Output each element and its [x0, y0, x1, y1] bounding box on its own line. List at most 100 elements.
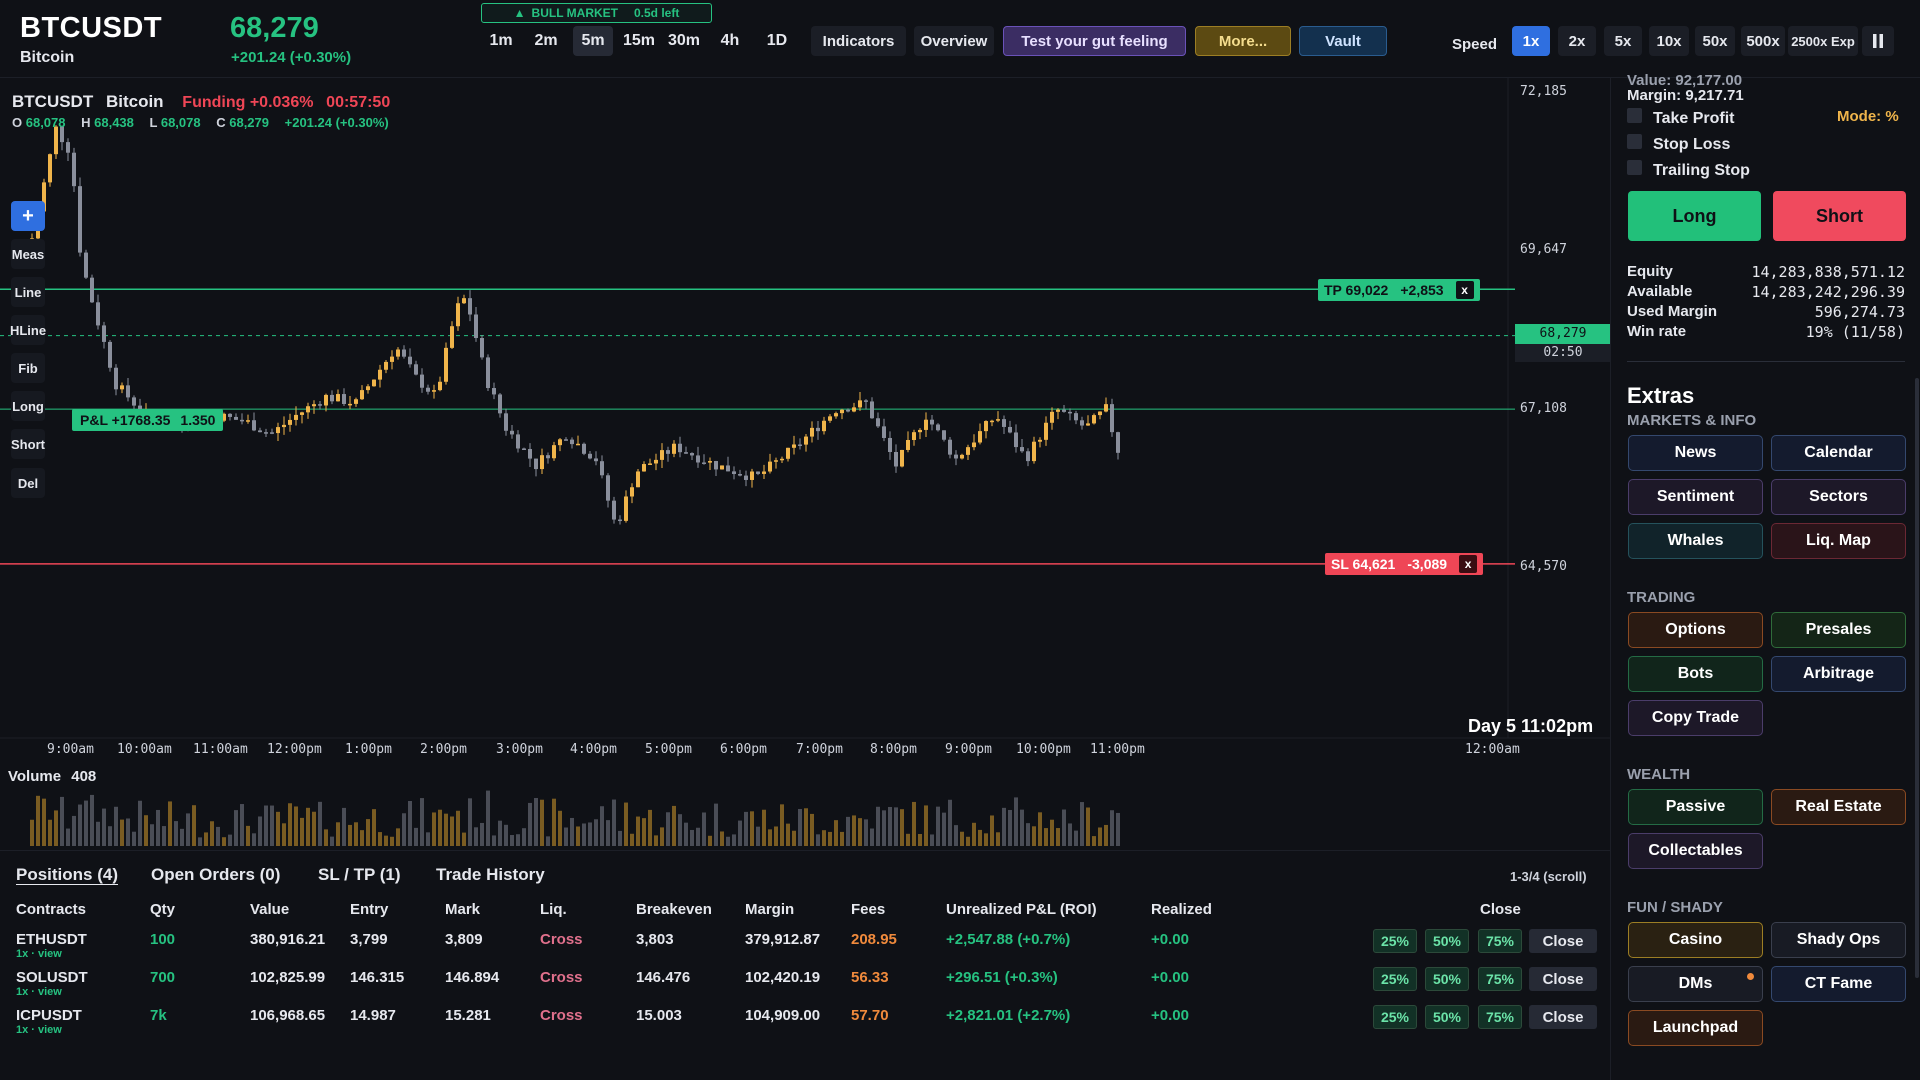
contract-cell: ETHUSDT	[16, 931, 87, 948]
whales-button[interactable]: Whales	[1628, 523, 1763, 559]
volume-bar	[846, 816, 850, 846]
tool-delete[interactable]: Del	[11, 468, 45, 498]
close-50-percent-button[interactable]: 50%	[1425, 1005, 1469, 1029]
timeframe-1m[interactable]: 1m	[489, 32, 513, 49]
volume-bar	[108, 826, 112, 846]
close-75-percent-button[interactable]: 75%	[1478, 967, 1522, 991]
leverage-view-link[interactable]: 1x · view	[16, 1024, 62, 1036]
long-button[interactable]: Long	[1628, 191, 1761, 241]
candle	[990, 420, 994, 423]
ct-fame-button[interactable]: CT Fame	[1771, 966, 1906, 1002]
stop-loss-checkbox[interactable]	[1627, 134, 1642, 149]
tool-measure[interactable]: Meas	[11, 239, 45, 269]
bots-button[interactable]: Bots	[1628, 656, 1763, 692]
add-tool-button[interactable]: +	[11, 201, 45, 231]
close-25-percent-button[interactable]: 25%	[1373, 929, 1417, 953]
presales-button[interactable]: Presales	[1771, 612, 1906, 648]
speed-2500x[interactable]: 2500x Exp	[1788, 26, 1858, 56]
candle	[552, 445, 556, 459]
gut-feeling-button[interactable]: Test your gut feeling	[1003, 26, 1186, 56]
available-label: Available	[1627, 283, 1693, 300]
copy-trade-button[interactable]: Copy Trade	[1628, 700, 1763, 736]
sectors-button[interactable]: Sectors	[1771, 479, 1906, 515]
close-25-percent-button[interactable]: 25%	[1373, 1005, 1417, 1029]
realized-cell: +0.00	[1151, 931, 1189, 948]
timeframe-4h[interactable]: 4h	[720, 32, 740, 49]
speed-50x[interactable]: 50x	[1695, 26, 1735, 56]
more-button[interactable]: More...	[1195, 26, 1291, 56]
volume-bar	[840, 831, 844, 846]
scroll-info: 1-3/4 (scroll)	[1510, 869, 1587, 884]
close-25-percent-button[interactable]: 25%	[1373, 967, 1417, 991]
passive-button[interactable]: Passive	[1628, 789, 1763, 825]
mode-toggle[interactable]: Mode: %	[1837, 108, 1899, 125]
volume-bar	[390, 836, 394, 846]
volume-bar	[984, 833, 988, 846]
candle	[1080, 420, 1084, 426]
tab-trade-history[interactable]: Trade History	[436, 865, 545, 884]
options-button[interactable]: Options	[1628, 612, 1763, 648]
close-50-percent-button[interactable]: 50%	[1425, 967, 1469, 991]
candle	[360, 390, 364, 400]
volume-bar	[462, 832, 466, 846]
close-75-percent-button[interactable]: 75%	[1478, 929, 1522, 953]
realized-cell: +0.00	[1151, 969, 1189, 986]
close-position-button[interactable]: Close	[1529, 967, 1597, 991]
speed-10x[interactable]: 10x	[1649, 26, 1689, 56]
timeframe-30m[interactable]: 30m	[667, 32, 701, 49]
speed-2x[interactable]: 2x	[1558, 26, 1596, 56]
tab-sl-tp[interactable]: SL / TP (1)	[318, 865, 401, 884]
vault-button[interactable]: Vault	[1299, 26, 1387, 56]
chart-canvas[interactable]	[0, 78, 1610, 848]
timeframe-1d[interactable]: 1D	[766, 32, 788, 49]
panel-scrollbar[interactable]	[1915, 378, 1919, 978]
take-profit-checkbox[interactable]	[1627, 108, 1642, 123]
remove-tp-icon[interactable]: x	[1455, 281, 1474, 299]
launchpad-button[interactable]: Launchpad	[1628, 1010, 1763, 1046]
sentiment-button[interactable]: Sentiment	[1628, 479, 1763, 515]
real-estate-button[interactable]: Real Estate	[1771, 789, 1906, 825]
indicators-button[interactable]: Indicators	[811, 26, 906, 56]
overview-button[interactable]: Overview	[914, 26, 994, 56]
col-realized: Realized	[1151, 901, 1212, 918]
speed-1x[interactable]: 1x	[1512, 26, 1550, 56]
stop-loss-flag[interactable]: SL 64,621 -3,089 x	[1325, 553, 1484, 575]
tool-short[interactable]: Short	[11, 429, 45, 459]
speed-500x[interactable]: 500x	[1741, 26, 1785, 56]
time-tick: 7:00pm	[796, 742, 843, 757]
close-position-button[interactable]: Close	[1529, 1005, 1597, 1029]
tab-open-orders[interactable]: Open Orders (0)	[151, 865, 281, 884]
tool-fib[interactable]: Fib	[11, 353, 45, 383]
tab-positions[interactable]: Positions (4)	[16, 865, 119, 884]
price-chart[interactable]: BTCUSDT Bitcoin Funding +0.036% 00:57:50…	[0, 78, 1611, 848]
close-50-percent-button[interactable]: 50%	[1425, 929, 1469, 953]
leverage-view-link[interactable]: 1x · view	[16, 948, 62, 960]
volume-bar	[882, 810, 886, 846]
casino-button[interactable]: Casino	[1628, 922, 1763, 958]
arbitrage-button[interactable]: Arbitrage	[1771, 656, 1906, 692]
take-profit-flag[interactable]: TP 69,022 +2,853 x	[1318, 279, 1480, 301]
shady-ops-button[interactable]: Shady Ops	[1771, 922, 1906, 958]
volume-bar	[696, 827, 700, 846]
timeframe-15m[interactable]: 15m	[622, 32, 656, 49]
news-button[interactable]: News	[1628, 435, 1763, 471]
speed-5x[interactable]: 5x	[1604, 26, 1642, 56]
tool-long[interactable]: Long	[11, 391, 45, 421]
dms-button[interactable]: DMs	[1628, 966, 1763, 1002]
tool-hline[interactable]: HLine	[10, 315, 46, 345]
timeframe-2m[interactable]: 2m	[534, 32, 558, 49]
collectables-button[interactable]: Collectables	[1628, 833, 1763, 869]
candle	[834, 413, 838, 417]
trailing-stop-checkbox[interactable]	[1627, 160, 1642, 175]
calendar-button[interactable]: Calendar	[1771, 435, 1906, 471]
liq-map-button[interactable]: Liq. Map	[1771, 523, 1906, 559]
candle	[312, 404, 316, 407]
remove-sl-icon[interactable]: x	[1459, 555, 1478, 573]
close-75-percent-button[interactable]: 75%	[1478, 1005, 1522, 1029]
timeframe-5m[interactable]: 5m	[573, 26, 613, 56]
pause-button[interactable]	[1862, 26, 1894, 56]
close-position-button[interactable]: Close	[1529, 929, 1597, 953]
leverage-view-link[interactable]: 1x · view	[16, 986, 62, 998]
tool-line[interactable]: Line	[11, 277, 45, 307]
short-button[interactable]: Short	[1773, 191, 1906, 241]
